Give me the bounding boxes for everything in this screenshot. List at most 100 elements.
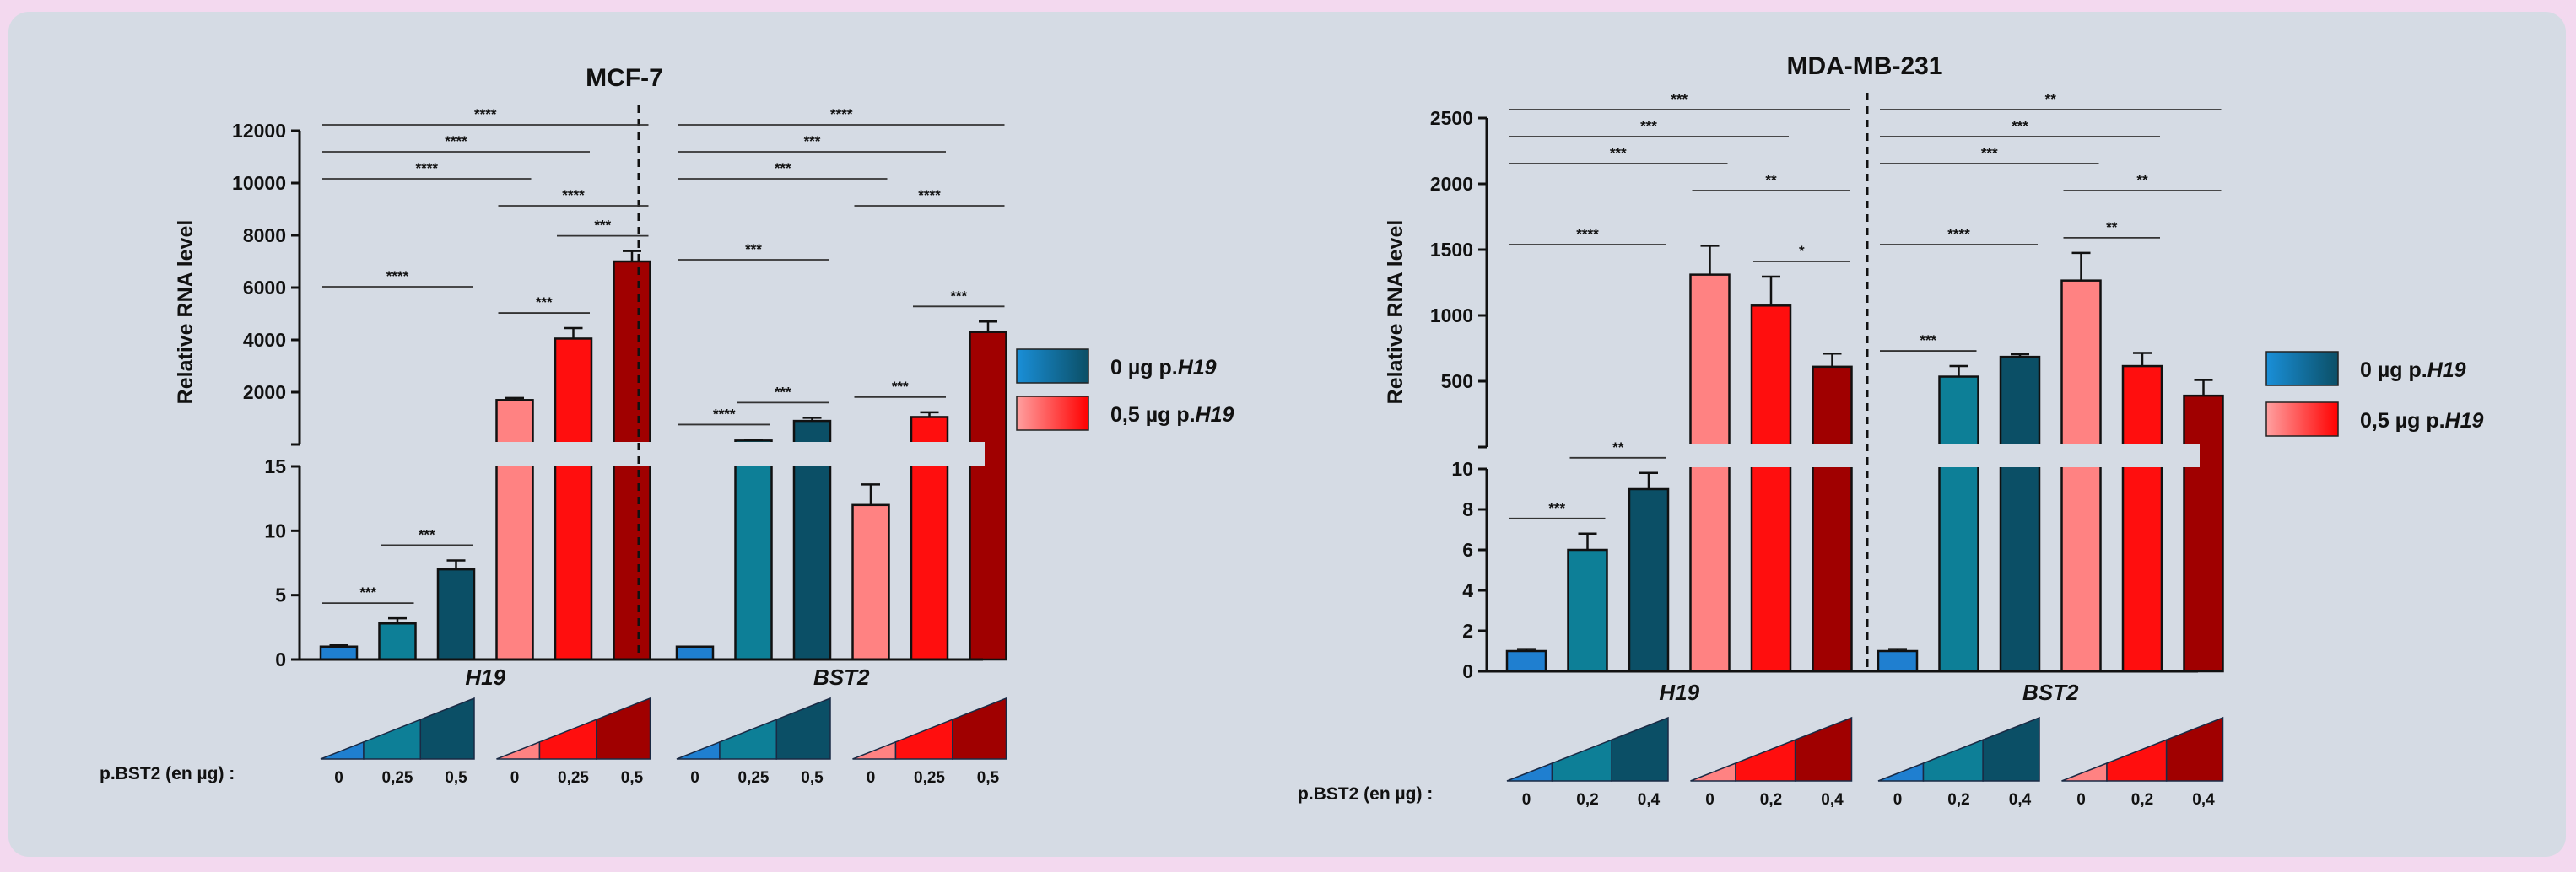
bar-bst2-11 [969,331,1007,661]
y-tick-label: 4 [1462,579,1473,601]
dose-triangle-segment [320,740,365,760]
bar-bst2-10 [2121,364,2163,673]
legend-swatch-05ug [2265,401,2339,437]
bar-h19-2 [436,568,476,661]
y-tick-label: 10 [1451,458,1473,480]
dose-triangle-segment [419,697,475,760]
dose-label: 0,2 [1760,791,1782,809]
legend-mda: 0 µg p.H19 0,5 µg p.H19 [2265,351,2484,437]
dose-label: 0,2 [2131,791,2153,809]
dose-label: 0,25 [914,769,945,787]
bar-h19-3 [1689,273,1731,673]
bar-h19-1 [1567,548,1608,673]
y-tick-label: 1500 [1430,239,1473,261]
group-label-bst2: BST2 [2022,680,2079,705]
significance-stars: *** [892,379,909,395]
dose-label: 0,25 [558,769,589,787]
group-label-h19: H19 [465,665,505,690]
legend-label-05ug: 0,5 µg p.H19 [1110,403,1234,427]
significance-stars: **** [445,133,467,149]
dose-triangle-segment [775,697,831,760]
chart-title: MCF-7 [586,64,663,92]
bar-h19-4 [554,337,593,661]
bar-bst2-9 [851,503,890,661]
dose-triangle-segment [1611,716,1669,782]
y-tick-label: 5 [275,584,286,606]
dose-label: 0 [510,769,520,787]
y-tick-label: 1000 [1430,304,1473,326]
dose-triangle-segment [1922,739,1984,782]
dose-triangle-segment [719,719,778,760]
mda-mb-231-chart: MDA-MB-231 Relative RNA level 0 2 4 6 8 10 500 10… [1298,52,2224,809]
y-tick-label: 4000 [243,329,286,351]
y-tick-label: 0 [275,649,286,670]
legend-label-05ug: 0,5 µg p.H19 [2360,409,2484,433]
y-tick-label: 0 [1462,660,1473,682]
significance-stars: **** [474,106,497,122]
significance-stars: *** [419,526,435,542]
dose-label: 0,5 [445,769,467,787]
significance-stars: *** [1671,91,1688,107]
significance-stars: ** [2045,91,2057,107]
significance-stars: **** [1947,226,1970,242]
bar-h19-4 [1750,304,1792,673]
dose-triangle-segment [1551,739,1612,782]
bar-bst2-7 [1938,375,1979,673]
y-tick-label: 10 [264,519,286,541]
significance-stars: ** [1612,439,1624,455]
y-tick-label: 6 [1462,539,1473,561]
dose-label: 0 [1522,791,1531,809]
y-tick-label: 2000 [243,381,286,403]
dose-label: 0,2 [1947,791,1969,809]
y-axis-label: Relative RNA level [174,220,197,405]
dose-label: 0 [2076,791,2086,809]
dose-label: 0,4 [1638,791,1661,809]
y-tick-label: 2 [1462,620,1473,642]
y-axis-label: Relative RNA level [1384,220,1407,405]
significance-stars: *** [2012,118,2028,134]
significance-stars: ** [1765,172,1777,188]
dose-label: 0 [867,769,876,787]
dose-triangle-segment [2165,716,2224,782]
dose-row-label: p.BST2 (en µg) : [100,764,235,783]
dose-triangle-segment [1690,762,1736,782]
bar-bst2-8 [1999,355,2041,673]
significance-stars: ** [2106,219,2118,235]
significance-stars: *** [775,384,791,400]
bar-h19-5 [1812,365,1853,673]
dose-triangle-segment [1735,739,1796,782]
significance-stars: **** [713,406,736,422]
y-tick-label: 15 [264,455,286,477]
y-tick-label: 6000 [243,277,286,299]
dose-label: 0,4 [1821,791,1844,809]
significance-stars: *** [1640,118,1657,134]
dose-triangle-segment [1982,716,2040,782]
significance-stars: *** [1610,145,1627,161]
y-tick-label: 12000 [232,120,286,142]
y-tick-label: 8 [1462,498,1473,520]
dose-triangle-segment [2061,762,2108,782]
y-tick-label: 2500 [1430,107,1473,129]
significance-stars: **** [386,268,409,284]
dose-triangle-segment [952,697,1007,760]
bar-h19-0 [1505,649,1547,673]
dose-label: 0 [690,769,699,787]
significance-stars: *** [1548,500,1565,516]
dose-label: 0,25 [382,769,413,787]
mcf7-chart: MCF-7 Relative RNA level 0 5 10 15 2000 4000 600… [100,64,1007,787]
dose-triangle-segment [496,740,541,760]
significance-stars: *** [804,133,821,149]
significance-stars: *** [1920,332,1936,348]
dose-triangle-segment [538,719,597,760]
dose-label: 0,4 [2192,791,2215,809]
dose-triangle-segment [2106,739,2168,782]
dose-row-label: p.BST2 (en µg) : [1298,784,1433,804]
dose-label: 0,5 [801,769,824,787]
significance-stars: *** [594,218,611,234]
dose-triangle-segment [676,740,721,760]
significance-stars: *** [536,294,553,310]
dose-triangle-segment [852,740,897,760]
significance-stars: ** [2136,172,2148,188]
significance-stars: *** [1981,145,1998,161]
